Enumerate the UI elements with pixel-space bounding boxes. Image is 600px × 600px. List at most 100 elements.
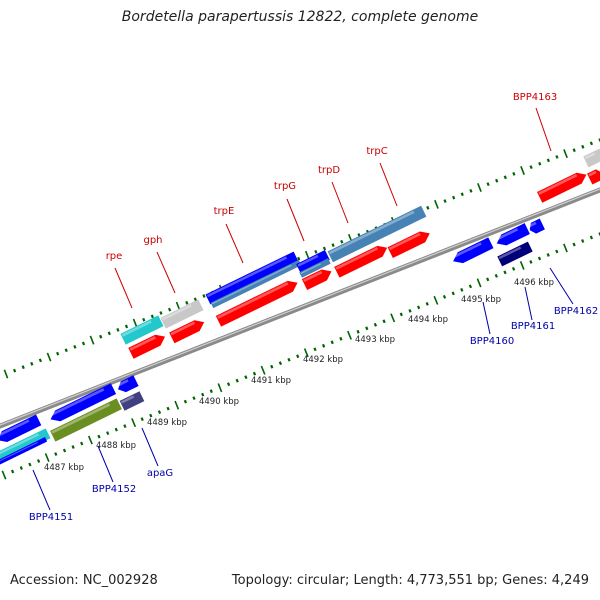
outer-tick	[202, 294, 206, 298]
gene-BPP4160	[451, 237, 494, 264]
leader-BPP4161	[524, 286, 533, 321]
gene-trpE	[215, 280, 298, 327]
inner-tick	[356, 329, 360, 334]
feature-tracks	[0, 148, 600, 467]
label-trpC: trpC	[366, 146, 387, 157]
gene-rpe-body	[128, 334, 166, 359]
leader-BPP4151	[32, 469, 51, 511]
inner-tick	[529, 260, 533, 264]
outer-tick	[340, 239, 344, 244]
inner-tick	[373, 322, 378, 327]
outer-tick	[581, 144, 585, 149]
outer-tick	[132, 318, 138, 328]
inner-tick	[140, 417, 144, 422]
inner-tick	[296, 354, 300, 359]
topology-summary: Topology: circular; Length: 4,773,551 bp…	[231, 573, 589, 588]
gene-BPP4163	[537, 172, 587, 203]
outer-tick	[443, 199, 447, 203]
gene-gph-body	[169, 320, 205, 344]
outer-tick	[314, 249, 318, 254]
kbp-label: 4489 kbp	[147, 418, 187, 428]
outer-tick	[512, 171, 516, 176]
gene-trpE-sub-shine	[211, 264, 292, 305]
inner-tick	[408, 308, 412, 313]
outer-tick	[469, 188, 473, 193]
gene-rpe-class-body	[120, 315, 164, 345]
inner-tick	[589, 235, 594, 240]
gene-BPP4151-shine	[0, 419, 30, 438]
outer-tick	[460, 192, 464, 197]
gene-gph-class-shine	[161, 304, 192, 321]
outer-tick	[142, 317, 146, 322]
outer-tick	[589, 141, 594, 146]
inner-tick	[36, 459, 41, 463]
label-apaG: apaG	[147, 468, 173, 479]
gene-BPP4161	[495, 223, 530, 246]
inner-tick	[62, 448, 67, 453]
inner-tick	[330, 340, 334, 345]
gene-rpe-shine	[129, 336, 156, 351]
gene-gph-shine	[170, 321, 196, 336]
leader-rpe	[114, 267, 133, 309]
gene-trpC-body	[387, 231, 430, 259]
outer-tick	[572, 148, 576, 153]
outer-tick	[73, 344, 77, 349]
gene-BPP4162-shine	[528, 221, 537, 228]
gene-trpD	[334, 245, 388, 278]
gene-trpG	[301, 269, 332, 290]
inner-tick	[270, 364, 274, 369]
gene-trpE-sub-body	[210, 259, 302, 309]
gene-BPP4161-shine	[495, 227, 519, 241]
kbp-label: 4487 kbp	[44, 463, 84, 473]
gene-BPP4151-sub	[0, 437, 48, 467]
inner-tick	[399, 312, 403, 317]
gene-trpC-shine	[388, 232, 421, 251]
gene-BPP4164-shine	[588, 170, 597, 177]
gene-BPP4161-body	[496, 223, 530, 246]
gene-BPP4161-class-body	[497, 241, 533, 267]
outer-tick	[546, 158, 550, 163]
gene-BPP4163-class	[583, 148, 600, 168]
gene-trpD-body	[334, 245, 388, 278]
leader-trpG	[286, 198, 305, 242]
gene-BPP4162-body	[529, 218, 545, 234]
leader-BPP4163	[535, 107, 552, 152]
inner-tick	[416, 305, 421, 310]
kbp-label: 4491 kbp	[251, 376, 291, 386]
label-trpE: trpE	[214, 206, 235, 217]
inner-tick	[244, 375, 248, 380]
gene-BPP4152	[49, 383, 117, 422]
inner-tick	[433, 295, 439, 305]
gene-BPP4152-class-shine	[51, 403, 111, 434]
inner-tick	[546, 253, 550, 257]
inner-tick	[97, 434, 101, 439]
label-BPP4162: BPP4162	[554, 306, 598, 317]
inner-tick	[131, 418, 137, 428]
gene-apaG-class-body	[119, 391, 145, 411]
inner-tick	[511, 266, 516, 271]
outer-tick	[56, 351, 60, 356]
inner-tick	[217, 383, 223, 393]
kbp-label: 4496 kbp	[514, 278, 554, 288]
outer-tick	[495, 178, 499, 183]
gene-BPP4151-class-shine	[0, 433, 40, 457]
gene-apaG-body	[118, 375, 139, 393]
inner-tick	[226, 382, 231, 387]
label-BPP4152: BPP4152	[92, 484, 136, 495]
inner-tick	[287, 357, 291, 362]
outer-tick	[89, 335, 95, 345]
outer-tick	[322, 246, 327, 251]
gene-BPP4151	[0, 414, 42, 442]
kbp-ruler: 4487 kbp 4488 kbp 4489 kbp 4490 kbp 4491 kbp…	[44, 278, 554, 473]
inner-tick	[303, 348, 309, 358]
inner-tick	[494, 273, 498, 278]
gene-apaG-shine	[116, 379, 129, 387]
outer-tick	[357, 233, 361, 237]
label-gph: gph	[143, 235, 162, 246]
inner-tick	[106, 431, 110, 436]
backbone-highlight	[0, 188, 600, 426]
inner-tick	[460, 287, 464, 292]
gene-BPP4151-sub-body	[0, 437, 48, 467]
inner-tick	[572, 242, 576, 247]
